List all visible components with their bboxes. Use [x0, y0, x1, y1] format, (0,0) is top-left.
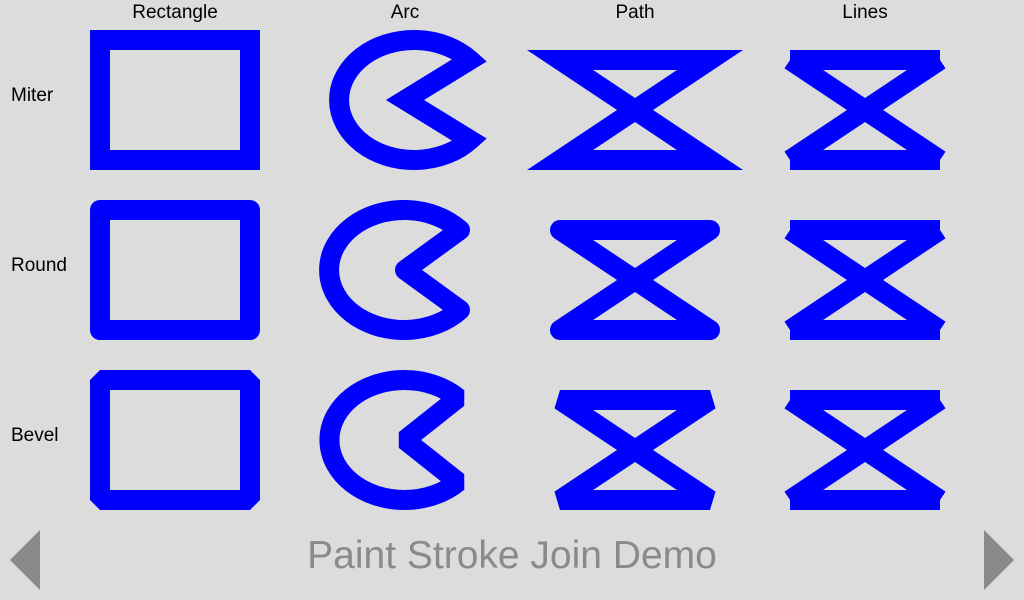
triangle-left-icon — [10, 530, 40, 590]
previous-demo-button[interactable] — [8, 530, 40, 590]
triangle-right-icon — [984, 530, 1014, 590]
round-path — [550, 220, 720, 340]
row-label-miter: Miter — [11, 85, 54, 106]
row-miter — [90, 30, 946, 170]
column-header-rectangle: Rectangle — [132, 2, 218, 23]
row-label-bevel: Bevel — [11, 425, 59, 446]
miter-lines — [784, 50, 946, 170]
miter-rectangle — [90, 30, 260, 170]
round-arc — [319, 200, 470, 340]
row-label-round: Round — [11, 255, 67, 276]
next-demo-button[interactable] — [984, 530, 1016, 590]
bevel-rectangle — [90, 370, 260, 510]
round-lines — [784, 220, 946, 340]
demo-title: Paint Stroke Join Demo — [307, 534, 717, 577]
bevel-arc — [319, 370, 465, 510]
column-header-path: Path — [615, 2, 655, 23]
row-round — [90, 200, 946, 340]
miter-path — [526, 50, 744, 170]
bevel-lines — [784, 390, 946, 510]
round-rectangle — [90, 200, 260, 340]
column-header-arc: Arc — [390, 2, 420, 23]
column-header-lines: Lines — [842, 2, 888, 23]
miter-arc — [329, 30, 487, 170]
row-bevel — [90, 370, 946, 510]
bevel-path — [554, 390, 716, 510]
